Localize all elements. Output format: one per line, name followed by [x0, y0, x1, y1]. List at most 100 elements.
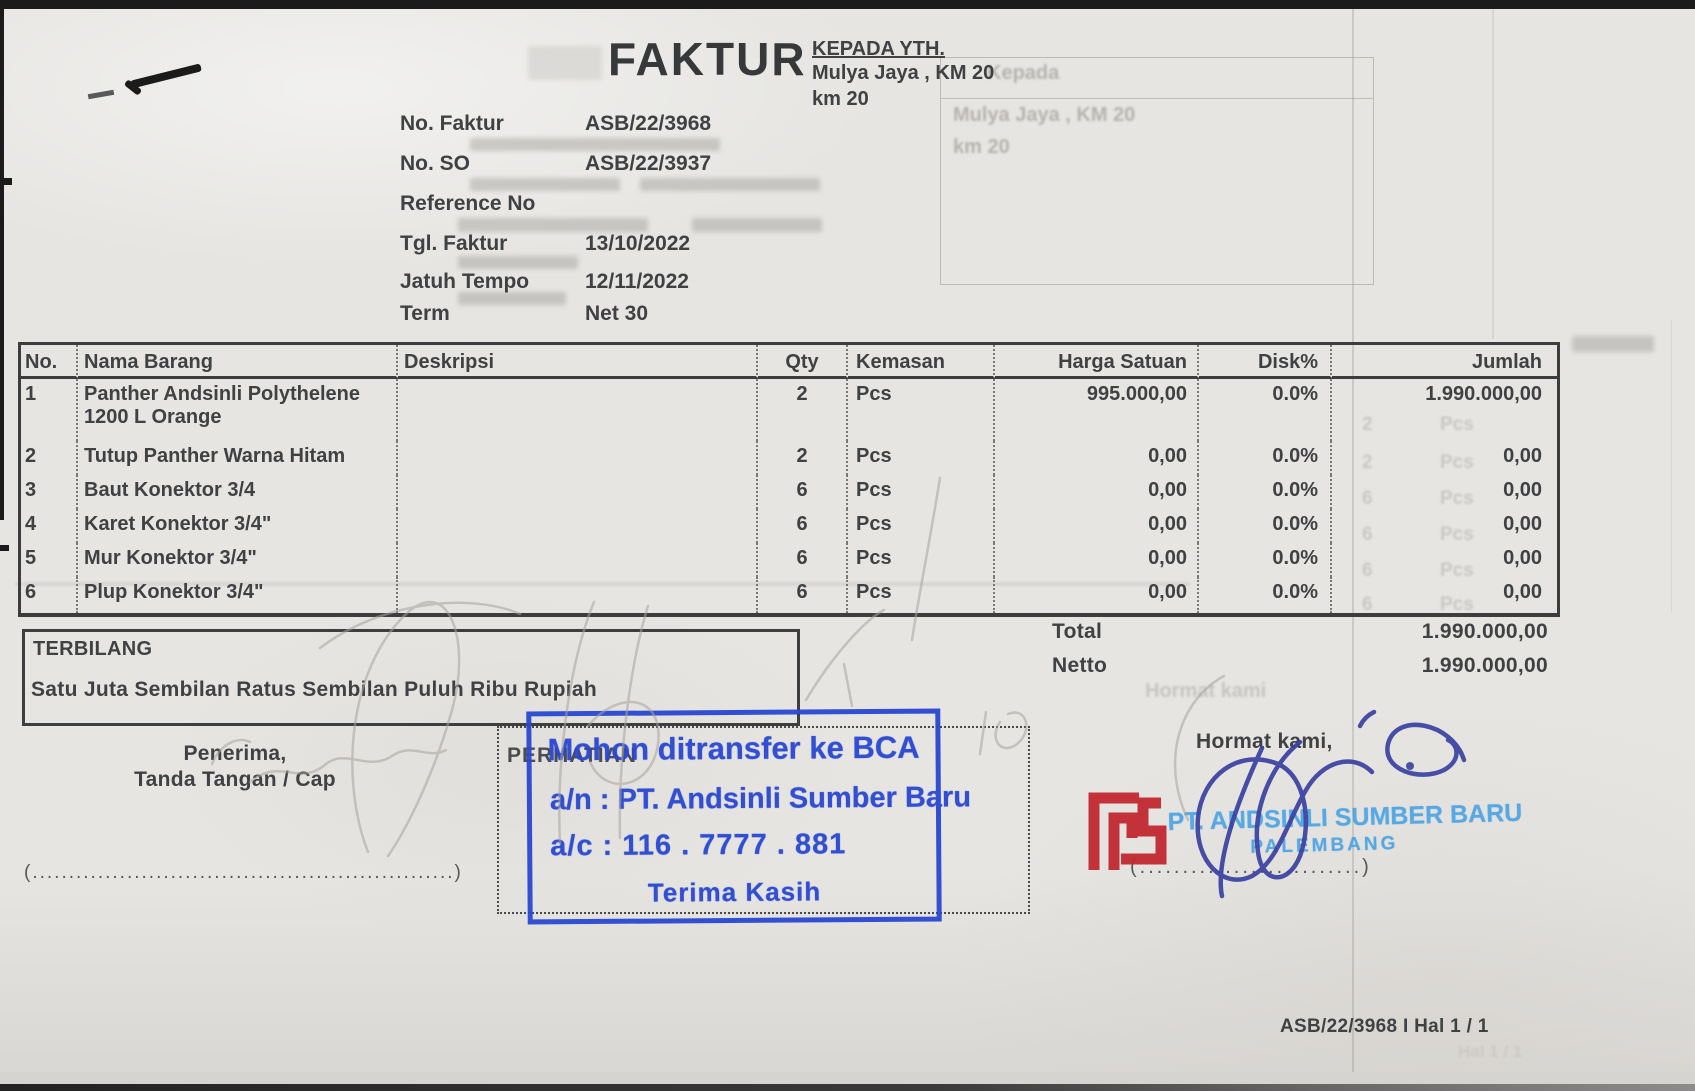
recipient-label: KEPADA YTH. — [812, 38, 945, 60]
column-header-unit: Kemasan — [848, 345, 995, 379]
column-header-name: Nama Barang — [78, 345, 398, 379]
ghost-unit-cell: Pcs — [1440, 560, 1474, 581]
amount-in-words-text: Satu Juta Sembilan Ratus Sembilan Puluh … — [31, 678, 598, 701]
cell-desc — [398, 475, 758, 509]
bank-transfer-stamp: Mohon ditransfer ke BCA a/n : PT. Andsin… — [526, 708, 971, 925]
cell-name: Karet Konektor 3/4" — [78, 509, 398, 543]
recipient-address-line1: Mulya Jaya , KM 20 — [812, 62, 995, 84]
cell-amount: 0,00 — [1503, 479, 1542, 501]
scuff-streak — [15, 582, 1190, 586]
pen-dash-mark — [87, 89, 115, 100]
meta-label: Reference No — [400, 192, 536, 215]
issuer-title: Hormat kami, — [1196, 730, 1333, 753]
receiver-subtitle: Tanda Tangan / Cap — [134, 768, 336, 791]
cell-qty: 6 — [758, 543, 848, 577]
ghost-address-line1: Mulya Jaya , KM 20 — [953, 104, 1136, 126]
cell-desc — [398, 441, 758, 475]
receiver-title: Penerima, — [183, 742, 287, 765]
ghost-unit-cell: 6 — [1362, 488, 1373, 509]
cell-no: 5 — [21, 543, 78, 577]
cell-qty: 2 — [758, 379, 848, 441]
cell-unit: Pcs — [848, 475, 995, 509]
ink-dot — [1406, 762, 1414, 770]
cell-disc: 0.0% — [1199, 441, 1332, 475]
ghost-unit-cell: 2 — [1362, 452, 1373, 473]
column-header-price: Harga Satuan — [995, 345, 1199, 379]
cell-disc: 0.0% — [1199, 475, 1332, 509]
meta-value: ASB/22/3968 — [585, 112, 712, 135]
meta-value: 13/10/2022 — [585, 232, 691, 255]
cell-qty: 6 — [758, 509, 848, 543]
ghost-footer-page: Hal 1 / 1 — [1458, 1042, 1523, 1061]
page-title: FAKTUR — [608, 33, 807, 85]
cell-price: 0,00 — [995, 577, 1199, 613]
cell-disc: 0.0% — [1199, 509, 1332, 543]
cell-qty: 2 — [758, 441, 848, 475]
column-header-no: No. — [21, 345, 78, 379]
cell-amount: 0,00 — [1503, 581, 1542, 603]
cell-desc — [398, 577, 758, 613]
cell-name: Panther Andsinli Polythelene 1200 L Orang… — [78, 379, 398, 441]
cell-amount: 1.990.000,00 — [1425, 383, 1542, 405]
scan-mark-left-1 — [0, 178, 12, 185]
company-logo-als — [1088, 792, 1167, 870]
column-header-qty: Qty — [758, 345, 848, 379]
cell-unit: Pcs — [848, 441, 995, 475]
cell-name: Plup Konektor 3/4" — [78, 577, 398, 613]
meta-label: Jatuh Tempo — [400, 270, 530, 293]
receiver-signature-line: (.......................................… — [24, 862, 463, 883]
cell-no: 4 — [21, 509, 78, 543]
staple-mark — [130, 63, 202, 89]
meta-value: 12/11/2022 — [585, 270, 689, 293]
cell-amount: 0,00 — [1503, 445, 1542, 467]
cell-price: 0,00 — [995, 441, 1199, 475]
cell-name: Mur Konektor 3/4" — [78, 543, 398, 577]
ghost-unit-cell: Pcs — [1440, 594, 1474, 615]
fold-crease-vertical-2 — [1492, 9, 1494, 339]
stamp-line-2: a/n : PT. Andsinli Sumber Baru — [549, 781, 972, 817]
cell-no: 6 — [21, 577, 78, 613]
meta-label: Term — [400, 302, 450, 325]
ghost-unit-cell: Pcs — [1440, 414, 1474, 435]
total-value: 1.990.000,00 — [1421, 620, 1548, 643]
ghost-issuer-title: Hormat kami — [1145, 680, 1267, 702]
cell-disc: 0.0% — [1199, 543, 1332, 577]
ghost-unit-cell: 6 — [1362, 524, 1373, 545]
ghost-unit-cell: 6 — [1362, 560, 1373, 581]
ghost-meta-smudge — [692, 218, 822, 232]
fold-crease-vertical — [1352, 9, 1354, 1084]
items-table: No. Nama Barang Deskripsi Qty Kemasan Ha… — [18, 342, 1560, 617]
cell-price: 0,00 — [995, 543, 1199, 577]
cell-desc — [398, 543, 758, 577]
ghost-table-header-smudge — [1572, 336, 1654, 352]
ghost-table-edge — [1671, 320, 1672, 612]
ghost-unit-cell: Pcs — [1440, 488, 1474, 509]
cell-unit: Pcs — [848, 509, 995, 543]
cell-price: 0,00 — [995, 475, 1199, 509]
cell-no: 1 — [21, 379, 78, 441]
meta-label: No. Faktur — [400, 112, 504, 135]
logo-stroke — [1121, 797, 1167, 865]
ghost-recipient-box-line — [941, 98, 1373, 99]
meta-row: Tgl. Faktur 13/10/2022 — [400, 232, 960, 258]
meta-row: Reference No — [400, 192, 960, 218]
cell-amount: 0,00 — [1503, 513, 1542, 535]
cell-unit: Pcs — [848, 577, 995, 613]
ghost-meta-smudge — [640, 178, 820, 191]
cell-name: Tutup Panther Warna Hitam — [78, 441, 398, 475]
meta-row: Term Net 30 — [400, 302, 960, 328]
cell-no: 2 — [21, 441, 78, 475]
logo-stroke — [1088, 792, 1139, 870]
ghost-address-line2: km 20 — [953, 136, 1010, 158]
meta-value: Net 30 — [585, 302, 649, 325]
cell-amount: 0,00 — [1503, 547, 1542, 569]
amount-in-words-label: TERBILANG — [33, 638, 153, 660]
cell-unit: Pcs — [848, 543, 995, 577]
meta-value: ASB/22/3937 — [585, 152, 712, 175]
meta-label: No. SO — [400, 152, 471, 175]
ghost-meta-smudge — [470, 178, 620, 191]
ghost-meta-smudge — [458, 218, 648, 232]
netto-value: 1.990.000,00 — [1421, 654, 1548, 677]
ghost-unit-cell: 2 — [1362, 414, 1373, 435]
